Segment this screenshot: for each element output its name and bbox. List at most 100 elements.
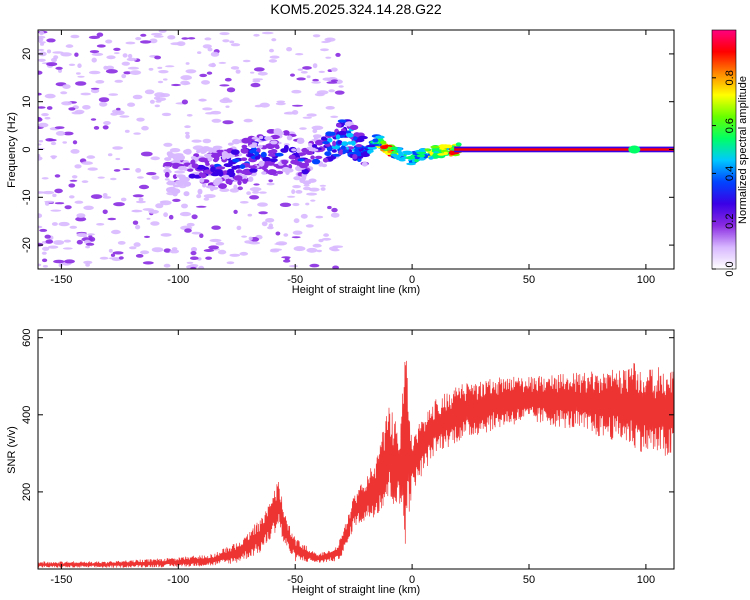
ridge-cell xyxy=(342,149,349,153)
ridge-cell xyxy=(401,156,407,160)
noise-speckle xyxy=(186,261,194,264)
noise-speckle xyxy=(44,116,51,120)
noise-speckle xyxy=(312,78,319,82)
noise-speckle xyxy=(167,35,176,40)
ridge-cell xyxy=(264,162,269,169)
ridge-cell xyxy=(416,151,427,155)
ridge-cell xyxy=(233,175,243,181)
noise-speckle xyxy=(276,100,286,103)
noise-speckle xyxy=(142,208,154,211)
ridge-cell xyxy=(288,164,293,169)
noise-speckle xyxy=(186,222,195,227)
noise-speckle xyxy=(303,184,310,187)
ridge-cell xyxy=(336,123,342,128)
noise-speckle xyxy=(112,146,123,150)
ridge-cell xyxy=(223,174,230,180)
noise-speckle xyxy=(163,78,168,81)
ridge-cell xyxy=(191,163,199,169)
noise-speckle xyxy=(151,175,160,180)
snr-series-line xyxy=(38,360,674,568)
ridge-cell xyxy=(430,145,441,149)
noise-speckle xyxy=(135,254,144,258)
noise-speckle xyxy=(54,188,63,194)
noise-speckle xyxy=(225,105,230,108)
noise-speckle xyxy=(70,34,80,39)
noise-speckle xyxy=(283,233,289,237)
noise-speckle xyxy=(48,138,57,142)
noise-speckle xyxy=(295,190,303,194)
noise-speckle xyxy=(185,131,190,135)
ridge-cell xyxy=(249,144,258,148)
noise-speckle xyxy=(179,211,192,217)
noise-speckle xyxy=(190,256,199,261)
ridge-cell xyxy=(337,119,347,123)
noise-speckle xyxy=(135,200,146,204)
noise-speckle xyxy=(50,141,57,146)
noise-speckle xyxy=(306,75,311,79)
ridge-cell xyxy=(175,174,186,178)
noise-speckle xyxy=(61,101,73,106)
noise-speckle xyxy=(107,153,113,157)
ridge-cell xyxy=(259,135,264,140)
noise-speckle xyxy=(81,161,93,165)
noise-speckle xyxy=(154,55,162,60)
noise-speckle xyxy=(76,213,86,219)
noise-speckle xyxy=(54,126,65,129)
ridge-cell xyxy=(265,143,275,147)
noise-speckle xyxy=(83,205,94,210)
noise-speckle xyxy=(299,127,307,130)
noise-speckle xyxy=(77,63,82,68)
noise-speckle xyxy=(321,40,330,44)
noise-speckle xyxy=(62,84,71,89)
noise-speckle xyxy=(120,197,127,202)
noise-speckle xyxy=(143,235,151,238)
noise-speckle xyxy=(291,189,296,195)
snr-y-tick-label: 200 xyxy=(21,483,33,501)
ridge-cell xyxy=(355,144,363,148)
noise-speckle xyxy=(53,240,65,245)
ridge-cell xyxy=(327,138,333,143)
noise-speckle xyxy=(330,67,338,72)
noise-speckle xyxy=(89,50,100,54)
noise-speckle xyxy=(218,61,227,64)
noise-speckle xyxy=(303,186,311,191)
ridge-cell xyxy=(321,163,328,168)
noise-speckle xyxy=(300,71,308,74)
noise-speckle xyxy=(230,43,241,47)
colorbar: 0.0 0.2 0.4 0.6 0.8 Normalized spectral ampl… xyxy=(711,29,749,277)
ridge-cell xyxy=(403,150,413,155)
noise-speckle xyxy=(252,190,260,194)
ridge-cell xyxy=(288,154,296,160)
noise-speckle xyxy=(98,97,110,103)
noise-speckle xyxy=(253,33,260,37)
noise-speckle xyxy=(291,104,304,107)
ridge-cell xyxy=(227,142,234,146)
ridge-cell xyxy=(338,150,343,156)
noise-speckle xyxy=(169,249,180,254)
noise-speckle xyxy=(149,38,158,44)
colorbar-tick-label: 0.0 xyxy=(724,261,736,276)
noise-speckle xyxy=(284,257,290,260)
noise-speckle xyxy=(190,251,197,256)
ridge-cell xyxy=(303,158,312,163)
noise-speckle xyxy=(121,61,130,66)
noise-speckle xyxy=(158,30,167,33)
noise-speckle xyxy=(76,232,88,237)
noise-speckle xyxy=(90,88,100,94)
noise-speckle xyxy=(158,70,169,74)
noise-speckle xyxy=(68,183,76,188)
noise-speckle xyxy=(198,265,205,269)
ridge-cell xyxy=(310,155,315,160)
noise-speckle xyxy=(180,75,192,81)
noise-speckle xyxy=(209,238,222,243)
noise-speckle xyxy=(45,239,54,244)
ridge-cell xyxy=(177,166,187,171)
noise-speckle xyxy=(319,184,327,187)
noise-speckle xyxy=(308,187,320,192)
noise-speckle xyxy=(297,68,304,71)
noise-speckle xyxy=(244,240,254,244)
ridge-cell xyxy=(240,148,249,154)
ridge-cell xyxy=(167,180,172,185)
noise-speckle xyxy=(60,52,72,57)
